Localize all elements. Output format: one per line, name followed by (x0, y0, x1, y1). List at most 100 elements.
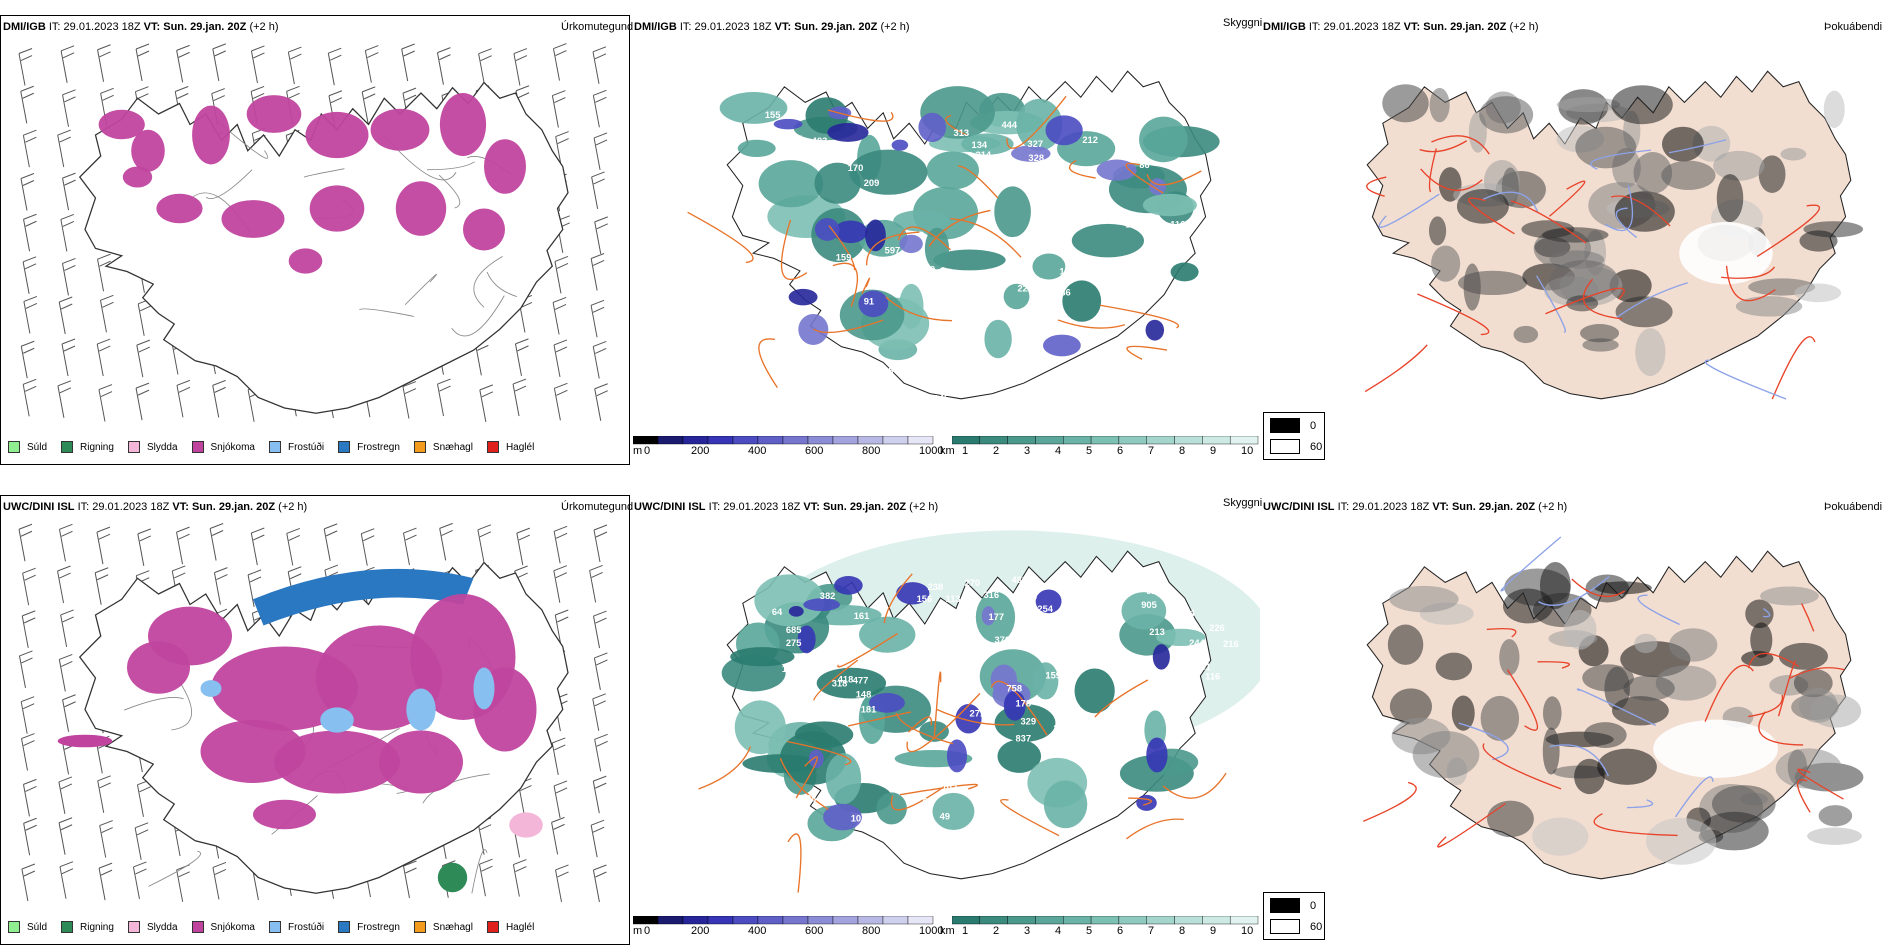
elevation-label: 121 (942, 277, 958, 287)
elevation-label: 123 (782, 664, 798, 674)
elevation-label: 318 (832, 679, 848, 689)
elevation-label: 156 (917, 594, 933, 604)
lead-offset: (+2 h) (249, 21, 279, 33)
legend-item: Snæhagl (413, 441, 473, 453)
valid-label: VT: (774, 21, 792, 33)
elevation-label: 370 (994, 635, 1010, 645)
visibility-title: DMI/IGB IT: 29.01.2023 18Z VT: Sun. 29.j… (634, 21, 909, 33)
elevation-label: 86 (1139, 160, 1149, 170)
elevation-label: 113 (946, 594, 961, 604)
elevation-label: 181 (861, 705, 877, 715)
valid-label: VT: (1432, 501, 1449, 513)
elevation-label: 382 (820, 591, 836, 601)
elevation-label: 905 (1141, 600, 1157, 610)
elevation-label: 161 (854, 611, 870, 621)
elevation-label: 209 (864, 178, 880, 188)
elevation-label: 251 (1062, 184, 1078, 194)
legend-item: Snjókoma (191, 441, 255, 453)
precip-type-panel (0, 15, 630, 465)
legend-swatch (127, 441, 140, 453)
legend-swatch (338, 921, 351, 933)
elevation-label: 153 (954, 290, 970, 300)
visibility-tick: 1 (962, 445, 969, 457)
elevation-label: 157 (958, 643, 974, 653)
elevation-label: 244 (1189, 638, 1205, 648)
elevation-label: 495 (1061, 214, 1077, 224)
init-label: IT: (48, 21, 61, 33)
legend-label: Haglél (505, 441, 535, 453)
elevation-label: 685 (786, 625, 802, 635)
valid-label: VT: (143, 21, 161, 33)
init-label: IT: (708, 501, 721, 513)
fog-legend-swatch (1270, 439, 1300, 454)
elevation-label: 191 (885, 263, 901, 273)
elevation-label: 108 (906, 409, 922, 419)
legend-label: Rigning (80, 441, 114, 453)
height-tick: 1000 (919, 925, 944, 937)
init-time: 29.01.2023 18Z (1352, 501, 1430, 513)
elevation-label: 102 (942, 783, 958, 793)
visibility-tick: 6 (1117, 925, 1124, 937)
elevation-label: 143 (937, 636, 953, 646)
visibility-tick: 7 (1148, 445, 1155, 457)
fog-index-map (1364, 70, 1864, 400)
height-tick: 0 (644, 445, 651, 457)
init-label: IT: (1308, 21, 1321, 33)
legend-label: Snæhagl (432, 921, 473, 933)
visibility-colorbar (952, 916, 1259, 925)
init-time: 29.01.2023 18Z (63, 21, 141, 33)
elevation-label: 49 (940, 812, 950, 822)
elevation-label: 116 (1170, 220, 1185, 230)
model-name: UWC/DINI ISL (634, 501, 706, 513)
elevation-label: 621 (1089, 204, 1105, 214)
elevation-label: 965 (1069, 205, 1085, 215)
valid-time: Sun. 29.jan. 20Z (191, 501, 276, 513)
elevation-label: 226 (1209, 623, 1225, 633)
legend-swatch (8, 441, 20, 453)
elevation-label: 145 (934, 393, 950, 403)
elevation-label: 203 (1033, 243, 1049, 253)
elevation-label: 64 (772, 607, 783, 617)
elevation-label: 159 (1045, 671, 1061, 681)
init-time: 29.01.2023 18Z (1323, 21, 1401, 33)
precip-type-title: UWC/DINI ISL IT: 29.01.2023 18Z VT: Sun.… (3, 501, 307, 513)
elevation-label: 148 (856, 690, 872, 700)
legend-label: Frostúði (287, 921, 325, 933)
param-name: Þokuábendi (1824, 21, 1883, 33)
lead-offset: (+2 h) (909, 501, 939, 513)
precip-type-map (18, 522, 608, 903)
elevation-label: 178 (1015, 699, 1031, 709)
elevation-label: 216 (1223, 639, 1239, 649)
elevation-label: 64 (923, 797, 934, 807)
elevation-label: 597 (885, 246, 901, 256)
elevation-label: 238 (928, 582, 944, 592)
elevation-label: 316 (983, 590, 999, 600)
init-time: 29.01.2023 18Z (92, 501, 170, 513)
elevation-label: 327 (1027, 139, 1043, 149)
elevation-label: 286 (1115, 125, 1131, 135)
visibility-tick: 8 (1179, 925, 1186, 937)
elevation-label: 270 (965, 578, 981, 588)
fog-index-legend: 0 60 (1263, 412, 1325, 460)
elevation-label: 159 (836, 253, 852, 263)
elevation-label: 323 (786, 111, 802, 121)
lead-offset: (+2 h) (1509, 21, 1539, 33)
elevation-label: 111 (979, 293, 994, 303)
height-tick: 600 (805, 445, 824, 457)
valid-label: VT: (1403, 21, 1421, 33)
elevation-label: 246 (1061, 641, 1077, 651)
model-name: UWC/DINI ISL (1263, 501, 1335, 513)
precip-type-title: DMI/IGB IT: 29.01.2023 18Z VT: Sun. 29.j… (3, 21, 278, 33)
visibility-tick: 2 (993, 925, 1000, 937)
valid-time: Sun. 29.jan. 20Z (822, 501, 907, 513)
elevation-label: 160 (1059, 267, 1075, 277)
legend-item: Slydda (127, 441, 178, 453)
param-name: Úrkomutegund (561, 21, 634, 33)
legend-item: Súld (8, 921, 47, 933)
legend-swatch (61, 441, 74, 453)
visibility-unit: km (940, 445, 955, 457)
visibility-tick: 9 (1210, 925, 1217, 937)
elevation-label: 150 (906, 366, 922, 376)
elevation-label: 381 (788, 134, 804, 144)
legend-label: Snjókoma (210, 441, 255, 453)
